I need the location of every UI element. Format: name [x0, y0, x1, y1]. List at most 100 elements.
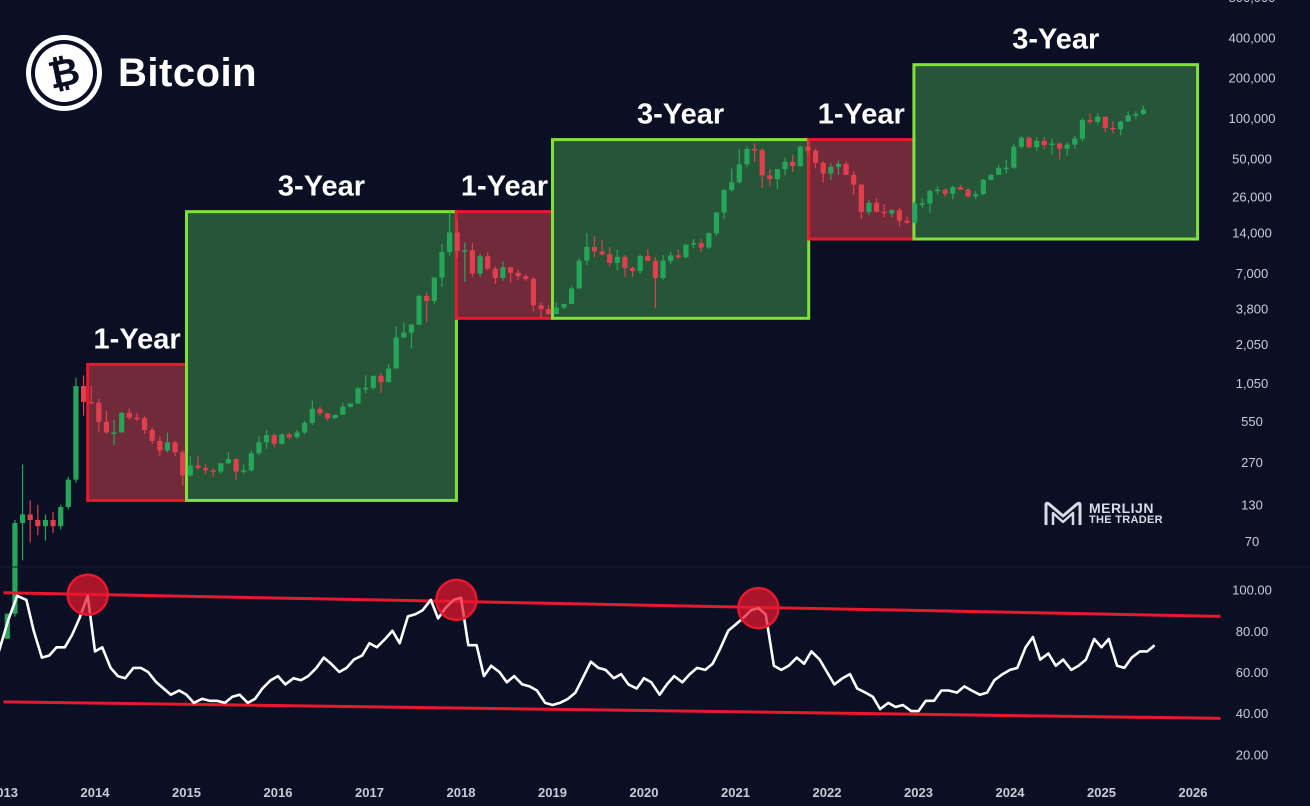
candle-body [126, 412, 132, 418]
price-candles [4, 105, 1147, 639]
candle-body [19, 514, 26, 523]
candle-body [187, 465, 193, 476]
time-tick-label: 2023 [904, 785, 933, 800]
candle-body [782, 161, 788, 170]
candle-body [58, 507, 64, 527]
rsi-upper-channel [3, 591, 1221, 618]
candle-body [317, 408, 323, 414]
candle-body [576, 260, 582, 289]
candle-body [408, 324, 415, 333]
candle-body [675, 255, 681, 258]
candle-body [507, 267, 514, 273]
candle-body [195, 465, 201, 468]
candle-body [873, 202, 880, 212]
time-axis: 2013 2014 2015 2016 2017 2018 2019 2020 2021 2022… [0, 785, 1207, 800]
candle-body [934, 189, 941, 192]
cycle-box-bull [185, 210, 458, 502]
rsi-peak-marker [737, 586, 780, 630]
candle-body [88, 401, 94, 404]
candle-body [393, 337, 399, 369]
candle-body [492, 268, 498, 278]
time-tick-label: 2025 [1087, 785, 1116, 800]
cycle-box-labels: 1-Year 3-Year 1-Year 3-Year 1-Year 3-Year [94, 24, 1100, 356]
candle-body [149, 429, 155, 441]
candle-body [629, 267, 636, 272]
candle-body [980, 179, 986, 195]
time-tick-label: 2015 [172, 785, 201, 800]
candle-body [271, 435, 277, 444]
cycle-box-label: 3-Year [637, 99, 724, 131]
rsi-pane [0, 573, 1221, 720]
candle-body [462, 250, 468, 252]
watermark-line2: THE TRADER [1089, 514, 1163, 526]
bitcoin-logo-icon: ₿ [26, 35, 102, 111]
candle-body [286, 434, 293, 438]
candle-body [248, 453, 254, 471]
time-tick-label: 2014 [81, 785, 111, 800]
candle-body [1026, 137, 1032, 148]
cycle-box-label: 3-Year [278, 171, 365, 203]
candle-body [347, 403, 354, 407]
candle-body [103, 421, 110, 433]
candle-body [645, 255, 651, 261]
watermark-line1: MERLIJN [1089, 500, 1154, 516]
candle-body [736, 164, 742, 183]
candle-body [805, 146, 811, 151]
candle-body [332, 414, 338, 419]
candle-body [812, 150, 819, 163]
candle-body [561, 303, 567, 308]
price-tick-label: 800,000 [1229, 0, 1276, 5]
price-tick-label: 400,000 [1229, 30, 1276, 45]
time-tick-label: 2017 [355, 785, 384, 800]
candle-body [919, 203, 925, 205]
cycle-box-label: 1-Year [461, 171, 548, 203]
candle-body [1125, 115, 1131, 122]
candle-body [927, 191, 933, 204]
cycle-boxes [86, 63, 1200, 502]
price-tick-label: 26,000 [1232, 189, 1272, 204]
candle-body [1018, 137, 1025, 147]
candle-body [843, 163, 849, 175]
candle-body [485, 256, 491, 269]
candle-body [1011, 146, 1017, 168]
candle-body [828, 166, 834, 174]
candle-body [790, 161, 796, 167]
cycle-box-bull [551, 138, 811, 320]
candle-body [1079, 120, 1086, 139]
candle-body [668, 255, 674, 261]
brand-header: ₿ Bitcoin [24, 33, 257, 113]
candle-body [27, 514, 33, 520]
candle-body [546, 309, 552, 314]
candle-body [225, 459, 232, 464]
candle-body [729, 182, 735, 191]
candle-body [1110, 127, 1116, 130]
candle-body [950, 187, 956, 194]
candle-body [759, 150, 765, 176]
candle-body [706, 233, 712, 248]
candle-body [50, 520, 56, 527]
candle-body [858, 184, 864, 212]
price-tick-label: 130 [1241, 498, 1263, 513]
candle-body [568, 288, 575, 304]
price-tick-label: 3,800 [1236, 301, 1269, 316]
cycle-box-label: 1-Year [94, 323, 181, 355]
candle-body [42, 520, 49, 527]
candle-body [477, 256, 483, 274]
price-tick-label: 1,050 [1236, 376, 1269, 391]
candle-body [256, 442, 262, 454]
candle-body [500, 267, 506, 278]
rsi-tick-label: 60.00 [1236, 665, 1269, 680]
candle-body [73, 386, 79, 480]
price-tick-label: 70 [1245, 534, 1259, 549]
candle-body [973, 194, 979, 197]
candle-body [1117, 121, 1124, 130]
candle-body [751, 149, 758, 151]
candle-body [431, 277, 437, 302]
candle-body [995, 168, 1002, 175]
candle-body [851, 174, 857, 185]
candle-body [866, 202, 872, 212]
candle-body [584, 246, 590, 261]
candle-body [607, 254, 613, 263]
candle-body [942, 189, 948, 194]
